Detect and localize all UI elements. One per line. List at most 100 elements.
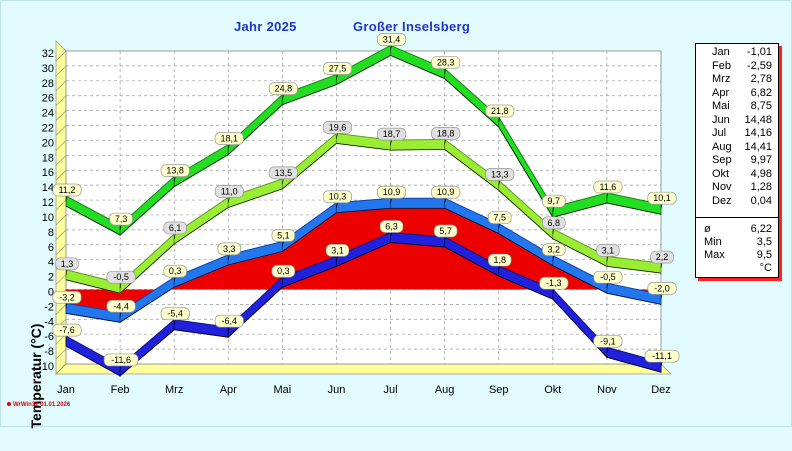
- data-label-leader: [660, 263, 663, 269]
- data-label: 9,7: [548, 196, 561, 206]
- wall-grid-line: [55, 80, 67, 92]
- data-label-box: [268, 82, 298, 96]
- data-label-box: [539, 276, 569, 290]
- series-line: [390, 55, 445, 79]
- data-label-box: [214, 132, 244, 145]
- data-label-box: [322, 190, 353, 204]
- wall-grid-line: [55, 155, 67, 166]
- data-label-box: [593, 270, 623, 284]
- data-label: -6,4: [222, 316, 238, 326]
- data-label-box: [214, 185, 244, 198]
- legend-value: 1,28: [750, 181, 772, 193]
- legend-row: Nov 1,28: [696, 181, 774, 194]
- data-label-box: [487, 211, 512, 224]
- monthly-mean-legend: Jan -1,01 Feb -2,59 Mrz 2,78 Apr 6,82 Mai 8,75 Jun…: [695, 43, 779, 278]
- legend-month: Okt: [712, 167, 730, 180]
- legend-value: -1,01: [746, 46, 772, 58]
- y-tick-label: 14: [42, 182, 54, 194]
- series-line: [336, 55, 391, 85]
- data-label-leader: [606, 256, 609, 262]
- series-line: [444, 246, 499, 277]
- data-label-leader: [227, 254, 230, 260]
- legend-month: Dez: [712, 194, 732, 207]
- legend-row: Jul 14,16: [696, 127, 774, 140]
- x-tick-label: Feb: [111, 384, 130, 396]
- data-label: 5,7: [439, 226, 452, 236]
- y-tick-label: 30: [42, 63, 54, 75]
- series-line: [282, 212, 337, 252]
- series-line: [390, 242, 445, 248]
- legend-month: Sep: [712, 154, 732, 166]
- summary-value: °C: [759, 262, 772, 274]
- data-label-leader: [390, 140, 392, 146]
- data-label: 1,8: [493, 255, 506, 265]
- data-label: 2,2: [656, 252, 669, 262]
- data-label: 1,3: [61, 259, 74, 269]
- data-label-leader: [444, 139, 446, 145]
- legend-value: 4,98: [750, 167, 772, 180]
- series-line: [444, 149, 499, 191]
- x-tick-label: Dez: [651, 384, 671, 396]
- data-label-leader: [282, 178, 284, 184]
- legend-summary-row: Min 3,5: [696, 236, 774, 249]
- x-tick-label: Nov: [597, 384, 617, 396]
- year-title: Jahr 2025: [234, 19, 297, 34]
- series-line: [228, 104, 283, 155]
- data-label-leader: [65, 195, 68, 202]
- y-tick-label: -4: [44, 316, 54, 328]
- data-label-leader: [65, 336, 68, 342]
- series-line: [174, 154, 229, 187]
- data-label-box: [163, 264, 187, 278]
- y-tick-label: 16: [42, 167, 54, 179]
- legend-value: 0,04: [750, 194, 772, 207]
- data-label: 7,3: [115, 214, 128, 224]
- data-label-box: [647, 191, 677, 205]
- wall-grid-line: [55, 363, 67, 375]
- y-tick-label: 4: [48, 257, 54, 269]
- summary-label: Max: [704, 249, 725, 261]
- data-label-leader: [552, 228, 555, 234]
- series-line: [444, 78, 499, 128]
- legend-value: 14,48: [744, 113, 772, 126]
- data-label-leader: [552, 289, 555, 295]
- legend-row: Mai 8,75: [696, 100, 774, 113]
- data-label: 13,3: [491, 169, 509, 179]
- series-line: [498, 275, 553, 300]
- series-line: [444, 207, 499, 234]
- data-label-box: [271, 229, 296, 242]
- y-tick-label: 26: [42, 93, 54, 105]
- data-label-box: [485, 104, 515, 118]
- data-label: -0,5: [600, 272, 616, 282]
- data-label-leader: [119, 365, 122, 371]
- data-label-box: [160, 307, 190, 321]
- wall-grid-line: [55, 65, 67, 77]
- data-label: 5,1: [277, 230, 290, 240]
- legend-summary-row: ø 6,22: [696, 223, 774, 236]
- data-label-leader: [282, 277, 284, 283]
- data-label-leader: [498, 266, 501, 272]
- y-tick-label: -8: [44, 346, 54, 358]
- y-tick-label: 28: [42, 78, 54, 90]
- series-line: [606, 357, 662, 373]
- data-label-box: [542, 194, 566, 208]
- x-tick-label: Aug: [435, 384, 455, 396]
- data-label-box: [160, 164, 190, 177]
- data-label: 24,8: [275, 84, 293, 94]
- series-line: [119, 243, 175, 294]
- data-label: -4,4: [113, 301, 129, 311]
- series-line: [65, 279, 121, 294]
- data-label-box: [103, 353, 139, 367]
- data-label-box: [487, 253, 512, 267]
- legend-row: Sep 9,97: [696, 154, 774, 167]
- legend-month: Mai: [712, 100, 730, 112]
- data-label-box: [106, 299, 136, 313]
- credit-text: WrWin32 01.01.2026: [13, 402, 71, 408]
- legend-value: 2,78: [750, 73, 772, 85]
- series-line: [119, 329, 175, 377]
- wall-grid-line: [55, 140, 67, 151]
- series-line: [282, 266, 337, 288]
- series-line: [228, 251, 283, 266]
- data-label-box: [431, 185, 461, 199]
- data-label-box: [593, 180, 623, 194]
- legend-month: Jan: [712, 46, 730, 58]
